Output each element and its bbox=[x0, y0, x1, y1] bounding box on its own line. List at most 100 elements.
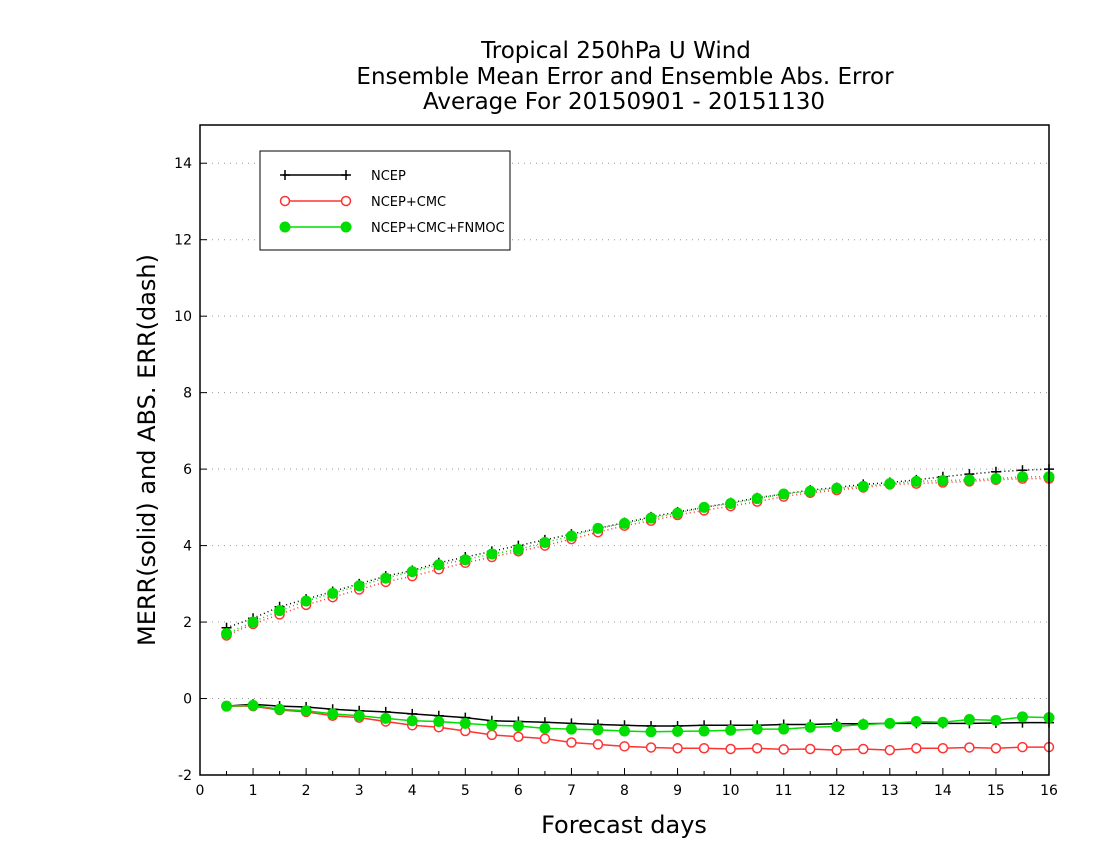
merr-point bbox=[990, 714, 1002, 726]
legend-marker bbox=[340, 221, 352, 233]
abs-err-line bbox=[226, 476, 1049, 635]
merr-point bbox=[566, 737, 577, 748]
y-tick-label: 8 bbox=[183, 386, 192, 402]
x-tick-label: 11 bbox=[775, 783, 793, 799]
abs-err-point bbox=[221, 628, 233, 640]
y-tick-label: 0 bbox=[183, 692, 192, 708]
x-tick-label: 5 bbox=[461, 783, 470, 799]
abs-err-point bbox=[300, 595, 312, 607]
merr-point bbox=[592, 724, 604, 736]
x-axis-label: Forecast days bbox=[541, 811, 707, 839]
legend-label: NCEP+CMC+FNMOC bbox=[371, 221, 505, 236]
x-tick-label: 0 bbox=[196, 783, 205, 799]
abs-err-point bbox=[353, 580, 365, 592]
chart-title: Tropical 250hPa U Wind Ensemble Mean Err… bbox=[356, 38, 894, 115]
merr-point bbox=[539, 733, 551, 744]
abs-err-point bbox=[645, 512, 657, 524]
merr-point bbox=[725, 743, 736, 755]
x-tick-label: 3 bbox=[355, 783, 364, 799]
abs-err-point bbox=[406, 566, 418, 578]
abs-err-point bbox=[433, 559, 445, 571]
series-layer bbox=[221, 464, 1055, 756]
abs-err-point bbox=[751, 493, 763, 505]
merr-point bbox=[858, 743, 869, 755]
x-tick-label: 2 bbox=[302, 783, 311, 799]
legend-label: NCEP bbox=[371, 169, 406, 184]
series-ncep bbox=[221, 464, 1054, 732]
abs-err-point bbox=[1016, 471, 1028, 483]
merr-point bbox=[884, 717, 896, 729]
merr-point bbox=[406, 715, 418, 727]
merr-point bbox=[619, 741, 630, 752]
abs-err-point bbox=[831, 482, 843, 494]
abs-err-line bbox=[226, 468, 1050, 629]
abs-err-point bbox=[937, 475, 949, 487]
merr-point bbox=[353, 710, 365, 722]
merr-point bbox=[937, 716, 949, 728]
title-line-2: Ensemble Mean Error and Ensemble Abs. Er… bbox=[356, 64, 894, 90]
abs-err-point bbox=[327, 587, 339, 599]
y-tick-label: 12 bbox=[174, 233, 192, 249]
merr-point bbox=[831, 720, 843, 732]
merr-point bbox=[512, 720, 524, 732]
abs-err-point bbox=[963, 474, 975, 486]
y-tick-label: 10 bbox=[174, 309, 192, 325]
legend-marker bbox=[279, 221, 291, 233]
abs-err-point bbox=[274, 605, 286, 617]
merr-point bbox=[698, 742, 710, 754]
abs-err-point bbox=[990, 473, 1002, 485]
merr-point bbox=[645, 726, 657, 738]
y-tick-label: 6 bbox=[183, 462, 192, 478]
abs-err-point bbox=[884, 478, 896, 490]
abs-err-point bbox=[247, 616, 259, 628]
legend-marker bbox=[341, 170, 351, 180]
x-tick-label: 13 bbox=[881, 783, 899, 799]
x-tick-label: 9 bbox=[673, 783, 682, 799]
merr-point bbox=[884, 744, 896, 756]
merr-point bbox=[1017, 741, 1028, 753]
abs-err-point bbox=[857, 480, 869, 492]
abs-err-point bbox=[459, 554, 471, 566]
merr-point bbox=[565, 723, 577, 735]
abs-err-point bbox=[725, 498, 737, 510]
legend-marker bbox=[279, 195, 291, 207]
merr-line bbox=[226, 705, 1049, 751]
merr-point bbox=[778, 744, 789, 755]
merr-point bbox=[486, 719, 498, 731]
abs-err-point bbox=[778, 488, 790, 500]
x-tick-label: 8 bbox=[620, 783, 629, 799]
abs-err-point bbox=[565, 530, 577, 542]
x-tick-label: 6 bbox=[514, 783, 523, 799]
abs-err-point bbox=[698, 501, 710, 513]
legend-marker bbox=[280, 170, 290, 180]
x-tick-label: 14 bbox=[934, 783, 952, 799]
x-tick-label: 16 bbox=[1040, 783, 1058, 799]
merr-point bbox=[751, 723, 763, 735]
merr-point bbox=[486, 729, 498, 741]
merr-point bbox=[459, 717, 471, 729]
x-tick-label: 10 bbox=[722, 783, 740, 799]
abs-err-point bbox=[910, 475, 922, 487]
merr-point bbox=[619, 725, 630, 737]
merr-point bbox=[990, 742, 1002, 754]
abs-err-point bbox=[486, 548, 498, 560]
merr-point bbox=[1016, 711, 1028, 723]
legend-marker bbox=[340, 195, 352, 207]
abs-err-line bbox=[226, 477, 1049, 637]
merr-point bbox=[274, 703, 286, 715]
abs-err-point bbox=[619, 517, 630, 529]
merr-point bbox=[327, 708, 339, 720]
abs-err-point bbox=[539, 537, 551, 549]
merr-point bbox=[380, 712, 392, 724]
merr-point bbox=[964, 742, 975, 753]
merr-point bbox=[698, 725, 710, 737]
merr-point bbox=[857, 719, 869, 731]
merr-point bbox=[804, 743, 816, 755]
merr-point bbox=[911, 742, 922, 754]
legend: NCEP NCEP+CMC NCEP+CMC+FNMOC bbox=[259, 150, 511, 251]
x-tick-label: 15 bbox=[987, 783, 1005, 799]
abs-err-point bbox=[380, 572, 392, 584]
y-tick-label: -2 bbox=[178, 768, 192, 784]
merr-point bbox=[778, 723, 790, 735]
